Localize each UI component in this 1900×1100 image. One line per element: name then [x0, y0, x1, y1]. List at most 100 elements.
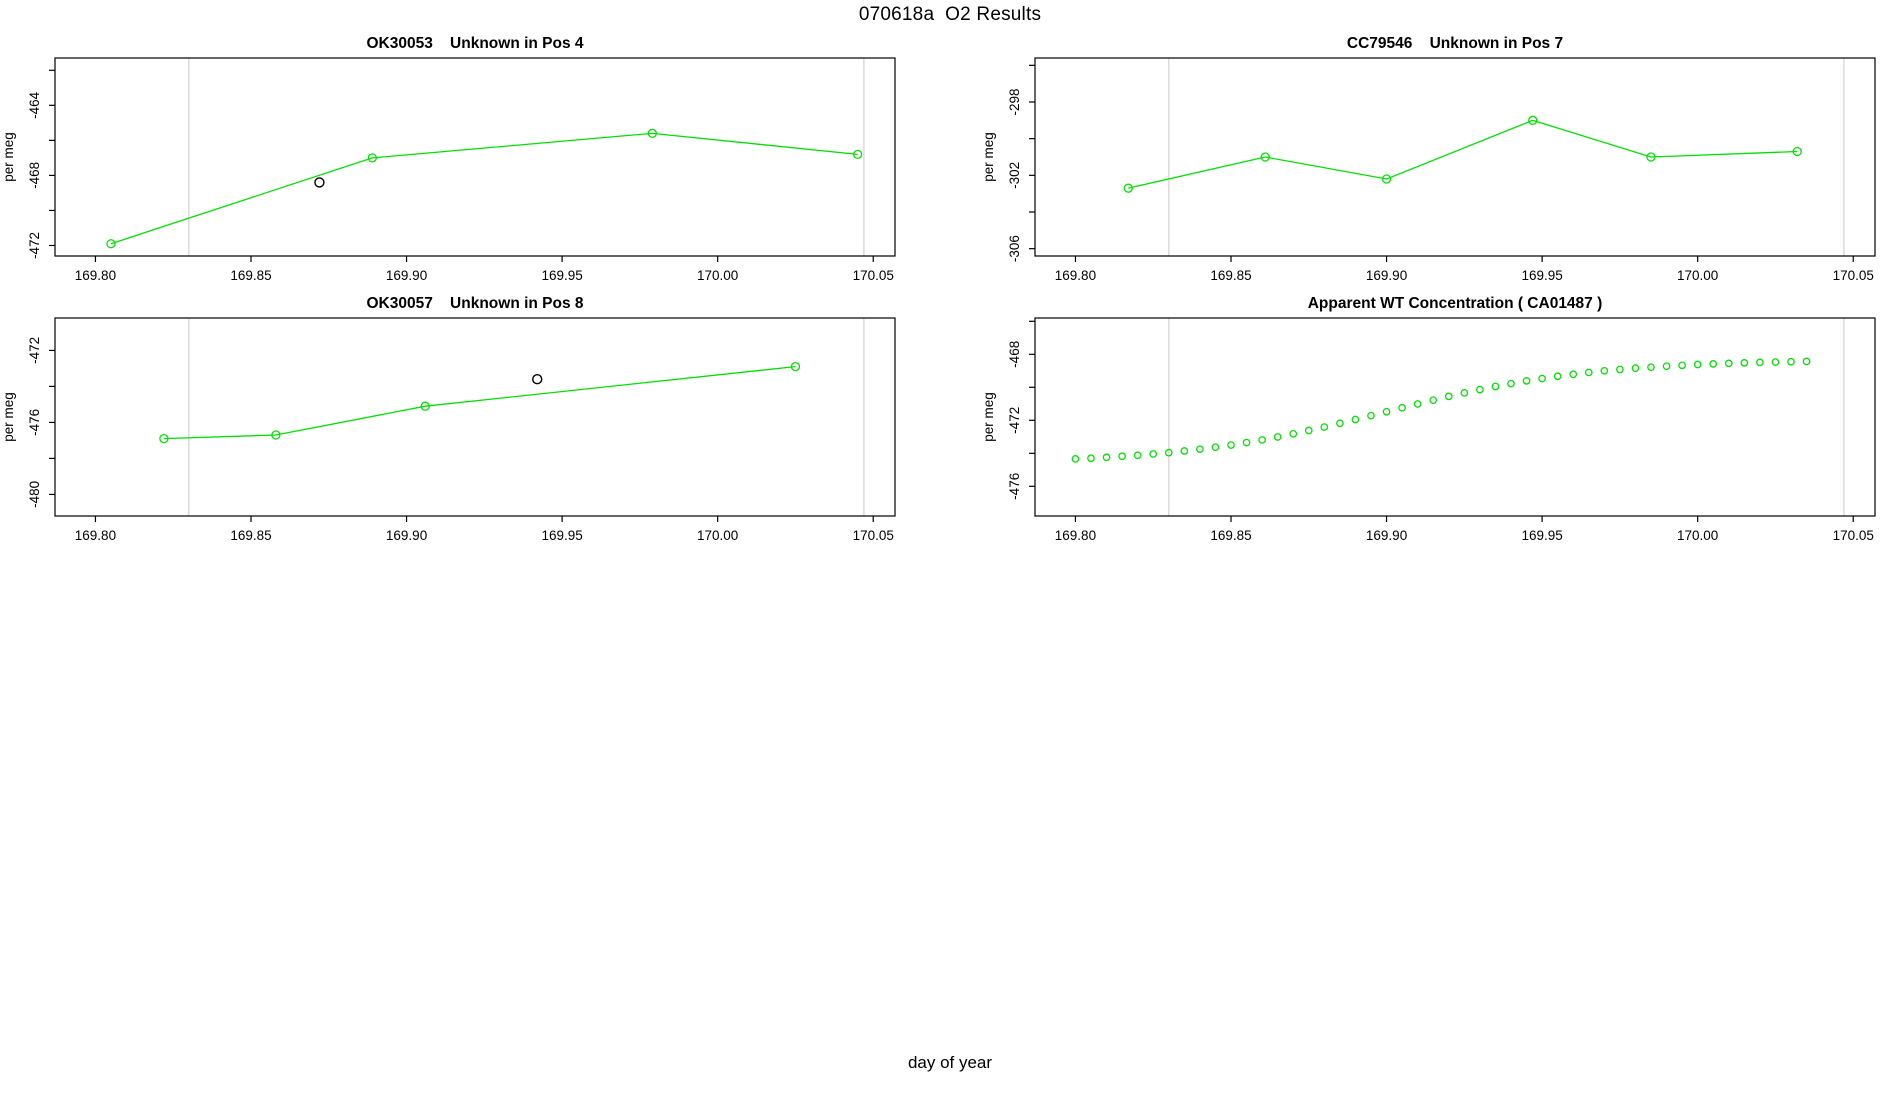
data-point: [1792, 146, 1802, 157]
data-point: [1522, 377, 1531, 385]
x-tick-label: 169.95: [1521, 528, 1562, 543]
x-tick-label: 169.90: [386, 528, 427, 543]
chart-svg: CC79546 Unknown in Pos 7 169.80 169.85 169.…: [981, 35, 1876, 283]
data-point: [1569, 370, 1578, 379]
data-point: [1087, 454, 1095, 463]
y-axis-title: per meg: [1, 392, 16, 442]
x-tick-label: 169.85: [1210, 528, 1251, 543]
plot-border: [54, 57, 896, 257]
data-point: [1398, 403, 1406, 412]
data-point: [1260, 152, 1270, 162]
data-point: [1196, 445, 1204, 454]
data-point: [159, 433, 169, 444]
series-line: [163, 365, 796, 440]
data-point: [1491, 382, 1500, 391]
x-tick-label: 169.80: [1055, 268, 1096, 283]
data-point: [1553, 372, 1562, 381]
x-tick-label: 170.00: [1677, 528, 1718, 543]
data-point: [106, 239, 116, 249]
x-tick-label: 169.80: [75, 528, 116, 543]
series-line: [1128, 119, 1798, 189]
data-point: [1304, 426, 1313, 435]
data-point: [1227, 441, 1235, 449]
x-tick-label: 169.90: [386, 268, 427, 283]
data-point: [1273, 433, 1282, 441]
y-tick-label: -468: [27, 162, 42, 189]
data-point: [1367, 411, 1375, 420]
data-point: [1444, 392, 1453, 401]
data-point: [1631, 364, 1640, 373]
data-point: [1320, 423, 1329, 431]
plot-border: [54, 317, 896, 517]
data-point: [1709, 360, 1718, 368]
data-point: [1756, 358, 1764, 367]
x-tick-label: 169.85: [230, 268, 271, 283]
y-tick-label: -302: [1007, 162, 1022, 189]
data-point: [1258, 436, 1266, 444]
x-tick-label: 169.95: [541, 268, 582, 283]
chart-svg: Apparent WT Concentration ( CA01487 ) 169…: [981, 295, 1876, 543]
x-tick-label: 170.05: [853, 528, 894, 543]
data-point: [1149, 450, 1158, 458]
panel-title: OK30057 Unknown in Pos 8: [366, 295, 583, 312]
x-tick-label: 170.00: [697, 528, 738, 543]
outlier-point: [532, 373, 543, 385]
x-tick-label: 170.00: [697, 268, 738, 283]
y-axis-title: per meg: [1, 132, 16, 182]
data-point: [1507, 379, 1515, 388]
x-tick-label: 169.95: [1521, 268, 1562, 283]
data-point: [1662, 362, 1671, 371]
data-point: [1584, 368, 1593, 377]
y-tick-label: -472: [27, 232, 42, 259]
x-tick-label: 169.85: [230, 528, 271, 543]
x-tick-label: 169.90: [1366, 268, 1407, 283]
data-point: [1771, 358, 1780, 366]
data-point: [1476, 385, 1484, 394]
y-tick-label: -298: [1007, 88, 1022, 115]
data-point: [1381, 174, 1392, 184]
outlier-point: [314, 177, 325, 188]
data-point: [647, 128, 657, 138]
y-tick-label: -464: [27, 91, 42, 119]
data-point: [1429, 396, 1438, 405]
data-point: [1289, 429, 1298, 438]
panel-title: CC79546 Unknown in Pos 7: [1347, 35, 1563, 52]
data-point: [1600, 366, 1609, 375]
data-point: [1133, 451, 1142, 460]
data-point: [420, 401, 430, 411]
data-point: [1528, 115, 1538, 125]
data-point: [1242, 438, 1251, 447]
y-axis-title: per meg: [981, 132, 996, 182]
data-point: [367, 153, 377, 163]
y-tick-label: -480: [27, 481, 42, 508]
y-tick-label: -306: [1007, 235, 1022, 262]
data-point: [1164, 448, 1173, 457]
data-point: [1211, 443, 1220, 452]
data-point: [271, 430, 281, 440]
data-point: [1123, 183, 1133, 193]
chart-svg: OK30057 Unknown in Pos 8 169.80 169.85 169.…: [1, 295, 896, 543]
data-point: [1382, 407, 1391, 416]
data-point: [1102, 453, 1111, 462]
data-point: [1740, 359, 1749, 367]
x-tick-label: 169.80: [75, 268, 116, 283]
data-point: [1787, 357, 1795, 366]
chart-panel-cc79546: CC79546 Unknown in Pos 7 169.80 169.85 169.…: [950, 28, 1900, 290]
data-point: [1693, 360, 1702, 369]
data-point: [1678, 361, 1686, 370]
x-tick-label: 170.05: [1833, 268, 1874, 283]
data-point: [790, 361, 801, 372]
y-axis-title: per meg: [981, 392, 996, 442]
y-tick-label: -476: [1007, 473, 1022, 500]
data-point: [853, 149, 863, 160]
page-title: 070618a O2 Results: [858, 4, 1042, 25]
data-point: [1071, 455, 1080, 463]
panel-title: Apparent WT Concentration ( CA01487 ): [1308, 295, 1603, 312]
data-point: [1336, 419, 1344, 428]
data-point: [1538, 374, 1546, 383]
data-point: [1118, 452, 1126, 461]
data-point: [1802, 357, 1811, 366]
x-tick-label: 170.05: [853, 268, 894, 283]
x-tick-label: 169.95: [541, 528, 582, 543]
y-tick-label: -476: [27, 409, 42, 436]
